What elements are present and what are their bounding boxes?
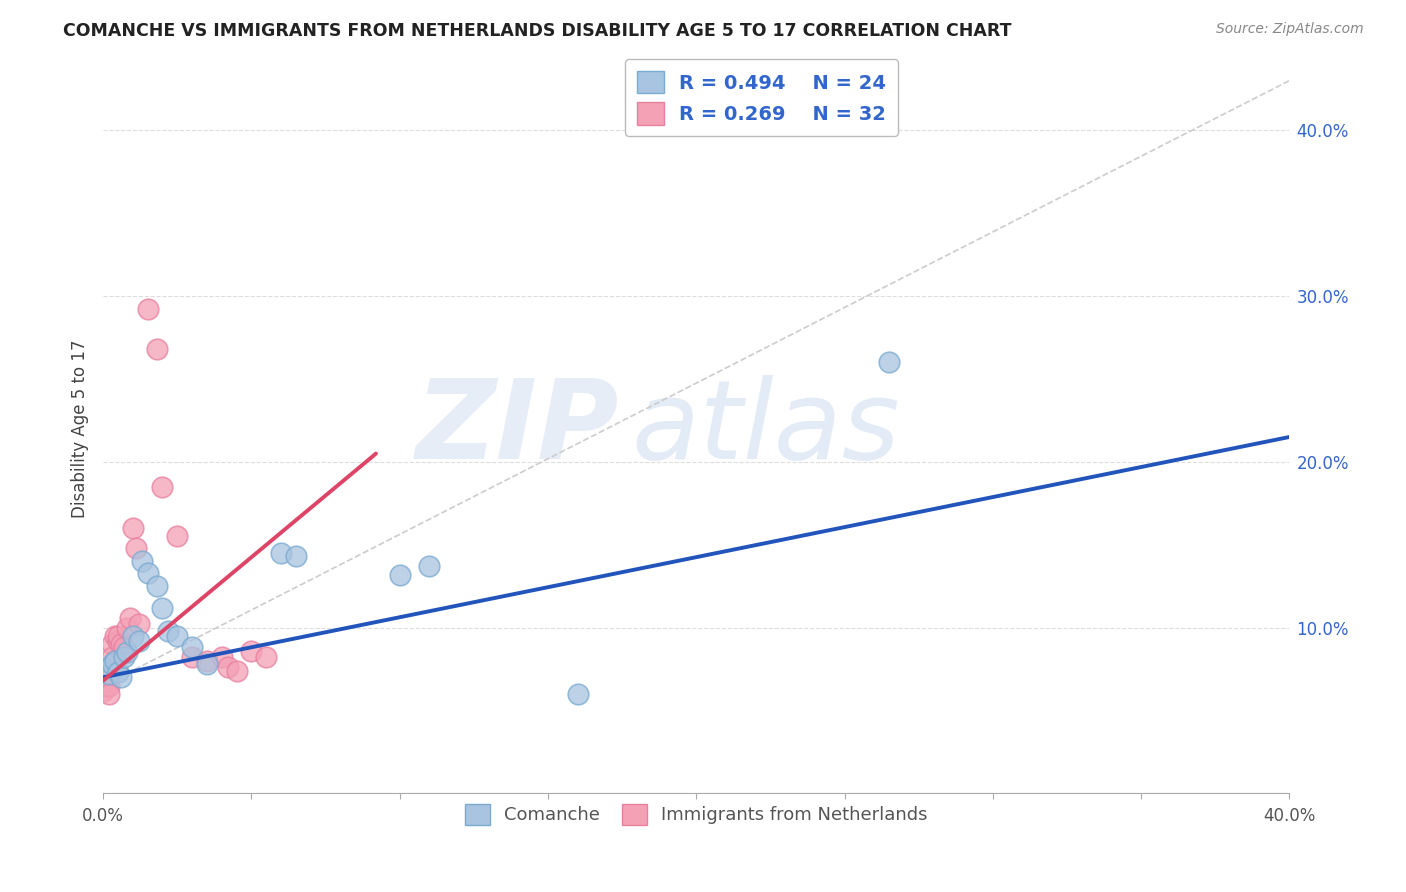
Point [181,650,204,665]
Point [211,650,233,665]
Point [101,650,124,665]
Point [112,640,135,655]
Point [145,342,167,356]
Point [121,521,143,535]
Point [91,665,114,680]
Point [110,637,132,651]
Point [152,600,174,615]
Point [101,657,124,671]
Point [152,480,174,494]
Point [112,650,135,665]
Point [107,633,129,648]
Point [94,662,117,676]
Point [94,662,117,676]
Point [110,670,132,684]
Point [115,645,138,659]
Point [181,640,204,655]
Point [157,624,180,638]
Point [94,673,117,688]
Point [94,679,117,693]
Point [128,633,150,648]
Point [270,546,292,560]
Text: COMANCHE VS IMMIGRANTS FROM NETHERLANDS DISABILITY AGE 5 TO 17 CORRELATION CHART: COMANCHE VS IMMIGRANTS FROM NETHERLANDS … [63,22,1012,40]
Point [225,664,247,678]
Point [254,650,277,665]
Point [136,566,159,580]
Point [166,629,188,643]
Point [115,621,138,635]
Point [284,549,307,564]
Point [98,670,121,684]
Point [121,629,143,643]
Point [101,637,124,651]
Point [107,629,129,643]
Point [418,559,440,574]
Point [125,541,148,555]
Text: atlas: atlas [631,376,900,483]
Point [166,529,188,543]
Point [131,554,153,568]
Point [104,654,127,668]
Point [136,302,159,317]
Point [98,679,121,693]
Legend: Comanche, Immigrants from Netherlands: Comanche, Immigrants from Netherlands [454,793,939,836]
Point [107,665,129,680]
Point [145,579,167,593]
Point [91,683,114,698]
Point [98,687,121,701]
Point [877,355,900,369]
Point [195,654,218,668]
Point [98,667,121,681]
Point [104,629,127,643]
Point [104,654,127,668]
Text: Source: ZipAtlas.com: Source: ZipAtlas.com [1216,22,1364,37]
Point [217,660,239,674]
Point [240,644,263,658]
Point [388,567,411,582]
Point [128,617,150,632]
Y-axis label: Disability Age 5 to 17: Disability Age 5 to 17 [72,340,89,518]
Text: ZIP: ZIP [416,376,619,483]
Point [567,687,589,701]
Point [195,657,218,671]
Point [118,610,141,624]
